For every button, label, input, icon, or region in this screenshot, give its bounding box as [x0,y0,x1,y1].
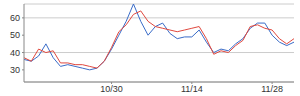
svg-text:60: 60 [10,13,20,23]
svg-text:30: 30 [10,65,20,75]
svg-text:11/14: 11/14 [181,84,203,94]
svg-text:11/28: 11/28 [261,84,283,94]
svg-text:10/30: 10/30 [100,84,123,94]
svg-text:50: 50 [10,30,20,40]
svg-text:40: 40 [10,48,20,58]
